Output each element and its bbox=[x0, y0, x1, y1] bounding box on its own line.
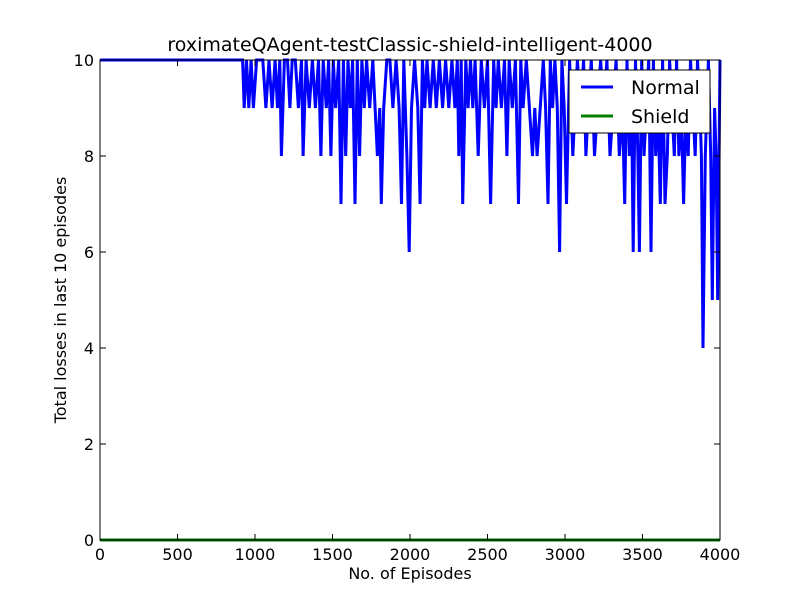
y-tick-label: 4 bbox=[84, 339, 94, 358]
ticks-layer: 0 500 1000 1500 2000 2500 3000 3500 4000 0 2 4 6 8 10 bbox=[74, 51, 741, 564]
x-tick-label: 2000 bbox=[390, 545, 431, 564]
chart-title: roximateQAgent-testClassic-shield-intell… bbox=[167, 34, 652, 56]
legend-label-normal: Normal bbox=[631, 77, 700, 99]
legend-label-shield: Shield bbox=[631, 106, 689, 128]
x-tick-label: 4000 bbox=[700, 545, 741, 564]
x-tick-label: 0 bbox=[95, 545, 105, 564]
x-tick-label: 3500 bbox=[622, 545, 663, 564]
y-tick-label: 0 bbox=[84, 531, 94, 550]
y-tick-label: 8 bbox=[84, 147, 94, 166]
series-line-normal bbox=[100, 58, 722, 349]
y-axis-label: Total losses in last 10 episodes bbox=[51, 177, 70, 425]
legend-box bbox=[568, 69, 711, 134]
x-tick-label: 2500 bbox=[467, 545, 508, 564]
x-axis-label: No. of Episodes bbox=[348, 564, 471, 583]
y-tick-label: 2 bbox=[84, 435, 94, 454]
x-tick-label: 3000 bbox=[545, 545, 586, 564]
y-tick-label: 10 bbox=[74, 51, 94, 70]
y-tick-label: 6 bbox=[84, 243, 94, 262]
legend: Normal Shield bbox=[568, 69, 711, 134]
x-tick-label: 1500 bbox=[312, 545, 353, 564]
x-tick-label: 500 bbox=[162, 545, 193, 564]
x-tick-label: 1000 bbox=[235, 545, 276, 564]
